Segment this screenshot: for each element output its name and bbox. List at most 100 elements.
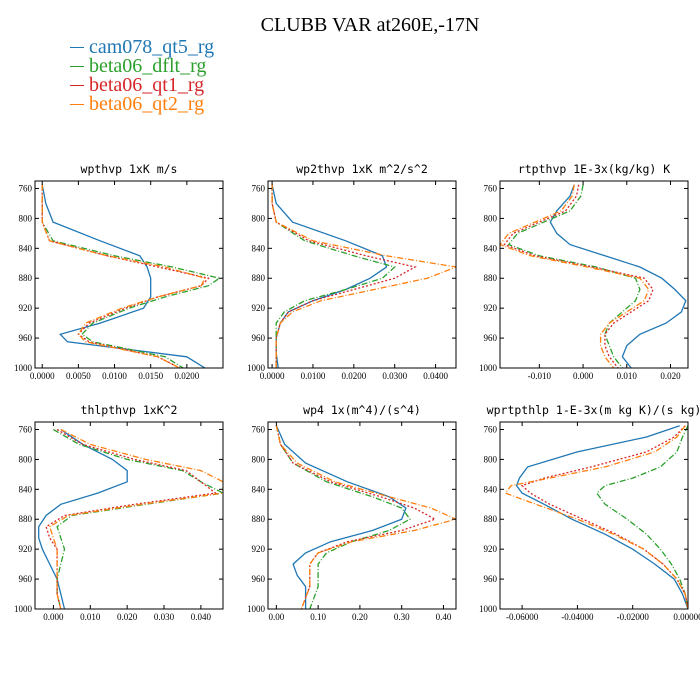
plot-frame [267,421,457,610]
y-tick-label: 840 [252,484,266,494]
panel-title: rtpthvp 1E-3x(kg/kg) K [518,162,670,176]
series-line [41,184,206,368]
plot-frame [34,180,224,369]
y-tick-label: 1000 [479,604,498,614]
series-line [275,425,437,609]
panel-title: wprtpthlp 1-E-3x(m kg K)/(s kg) [487,403,700,417]
chart-panel: rtpthvp 1E-3x(kg/kg) K 760 800 840 880 920 960… [479,162,689,381]
legend-label: beta06_qt1_rg [89,74,205,96]
x-tick-label: 0.0100 [102,371,127,381]
x-tick-label: 0.000 [573,371,594,381]
x-tick-label: 0.30 [394,612,410,622]
y-tick-label: 800 [19,454,33,464]
y-tick-label: 920 [19,544,33,554]
chart-panel: wp4 1x(m^4)/(s^4)76080084088092096010000… [247,403,457,622]
x-tick-label: 0.030 [154,612,175,622]
y-tick-label: 960 [484,574,498,584]
y-tick-label: 760 [484,183,498,193]
y-tick-label: 760 [484,424,498,434]
x-tick-label: 0.0150 [138,371,163,381]
x-tick-label: 0.10 [310,612,326,622]
series-line [271,184,388,368]
series-line [549,184,687,368]
series-line [507,184,641,368]
series-line [595,425,688,609]
x-tick-label: 0.010 [617,371,638,381]
x-tick-label: 0.00 [268,612,284,622]
legend-swatch [70,104,84,105]
legend-item: cam078_qt5_rg [70,36,215,58]
x-tick-label: -0.02000 [617,612,650,622]
series-line [271,184,456,368]
y-tick-label: 920 [484,303,498,313]
series-line [500,184,650,368]
plot-frame [34,421,224,610]
y-tick-label: 840 [19,484,33,494]
x-tick-label: 0.0300 [382,371,407,381]
legend-label: cam078_qt5_rg [89,36,215,58]
y-tick-label: 880 [484,514,498,524]
x-tick-label: 0.20 [352,612,368,622]
legend-item: beta06_qt1_rg [70,74,214,96]
series-line [504,425,688,609]
legend-item: beta06_qt2_rg [70,94,214,114]
y-tick-label: 1000 [14,363,33,373]
series-line [41,184,221,368]
series-line [38,428,128,609]
y-tick-label: 1000 [247,363,266,373]
y-tick-label: 880 [19,273,33,283]
y-tick-label: 800 [252,454,266,464]
plot-frame [499,180,689,369]
panel-title: wp2thvp 1xK m^2/s^2 [296,162,428,176]
y-tick-label: 760 [252,183,266,193]
y-tick-label: 1000 [479,363,498,373]
x-tick-label: -0.06000 [506,612,539,622]
y-tick-label: 840 [484,243,498,253]
x-tick-label: 0.0400 [423,371,448,381]
x-tick-label: 0.0000 [30,371,55,381]
series-line [45,428,218,609]
y-tick-label: 960 [252,574,266,584]
plot-frame [499,421,689,610]
x-tick-label: -0.010 [528,371,552,381]
series-line [520,425,688,609]
series-line [275,425,411,609]
x-tick-label: 0.40 [436,612,452,622]
legend-swatch [70,85,84,86]
x-tick-label: 0.0100 [301,371,326,381]
chart-panel: wpthvp 1xK m/s76080084088092096010000.00… [14,162,224,381]
legend-swatch [70,66,84,67]
y-tick-label: 760 [19,183,33,193]
series-line [271,184,417,368]
y-tick-label: 800 [19,213,33,223]
y-tick-label: 920 [484,544,498,554]
y-tick-label: 880 [252,273,266,283]
series-line [275,425,456,609]
y-tick-label: 960 [19,333,33,343]
plot-frame [267,180,457,369]
y-tick-label: 760 [19,424,33,434]
x-tick-label: 0.020 [660,371,681,381]
panel-title: wp4 1x(m^4)/(s^4) [303,403,421,417]
y-tick-label: 840 [484,484,498,494]
y-tick-label: 880 [252,514,266,524]
figure-title: CLUBB VAR at260E,-17N [260,14,480,36]
x-tick-label: 0.0050 [66,371,91,381]
x-tick-label: 0.000 [43,612,64,622]
chart-panel: wp2thvp 1xK m^2/s^2 760 800 840 880 920 960 100… [247,162,457,381]
chart-panel: wprtpthlp 1-E-3x(m kg K)/(s kg) 760 800 840… [479,403,700,622]
x-tick-label: 0.040 [191,612,212,622]
y-tick-label: 960 [484,333,498,343]
panel-title: wpthvp 1xK m/s [81,162,178,176]
chart-panel: thlpthvp 1xK^2 760 800 840 880 920 960 1000 0.00… [14,403,224,622]
y-tick-label: 800 [484,213,498,223]
legend-label: beta06_dflt_rg [89,55,207,77]
y-tick-label: 1000 [14,604,33,614]
y-tick-label: 800 [484,454,498,464]
y-tick-label: 960 [19,574,33,584]
legend-item: beta06_dflt_rg [70,55,214,77]
series-line [271,184,397,368]
y-tick-label: 800 [252,213,266,223]
x-tick-label: 0.0200 [341,371,366,381]
series-line [53,428,223,609]
